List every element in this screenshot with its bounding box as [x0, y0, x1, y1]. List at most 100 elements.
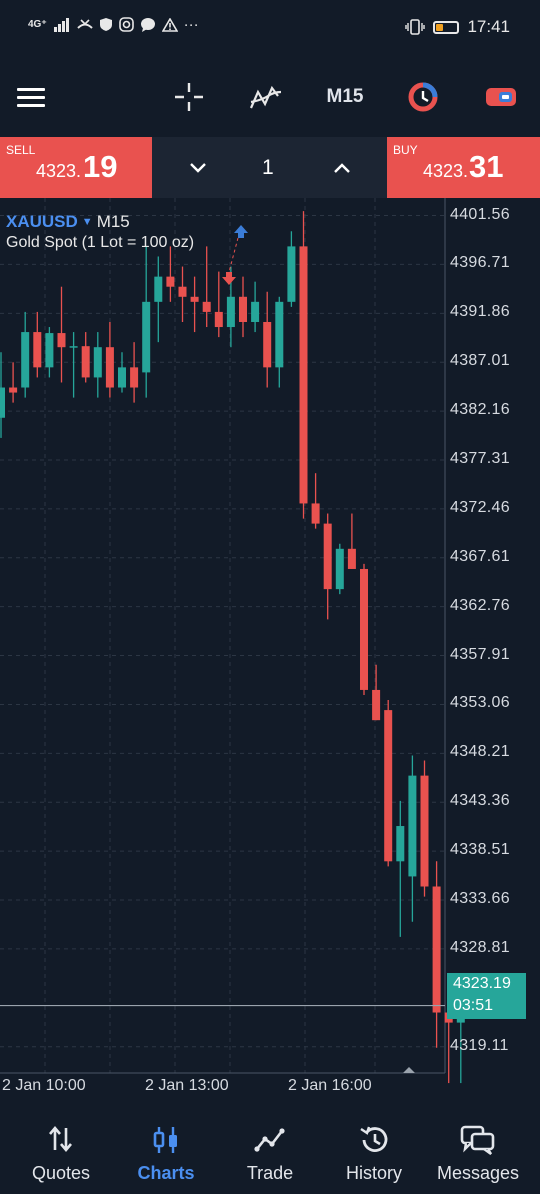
chart-symbol-header: XAUUSD ▼ M15 [6, 212, 130, 232]
nav-history[interactable]: History [320, 1108, 428, 1194]
nav-charts-label: Charts [137, 1163, 195, 1183]
nav-messages-label: Messages [436, 1163, 520, 1183]
buy-button[interactable]: BUY 4323. 31 [387, 137, 540, 198]
nav-charts[interactable]: Charts [112, 1108, 220, 1194]
one-click-trading-icon [408, 82, 438, 112]
candle-body [214, 311, 223, 328]
candle-body [93, 347, 102, 378]
buy-arrow-icon [234, 225, 248, 238]
candle-body [432, 886, 441, 1013]
candle-body [323, 523, 332, 590]
price-tick-label: 4391.86 [450, 303, 510, 321]
candle-body [251, 301, 260, 322]
candle-body [202, 301, 211, 312]
trade-toggle-icon [486, 88, 516, 106]
nav-quotes[interactable]: Quotes [7, 1108, 115, 1194]
candle-body [335, 548, 344, 590]
nav-quotes-label: Quotes [31, 1163, 91, 1183]
instagram-icon [118, 17, 134, 32]
price-tick-label: 4328.81 [450, 938, 510, 956]
price-tick-label: 4401.56 [450, 205, 510, 223]
symbol-name[interactable]: XAUUSD [6, 212, 78, 231]
decrease-lot-button[interactable] [178, 151, 218, 185]
candle-body [154, 276, 163, 302]
symbol-description: Gold Spot (1 Lot = 100 oz) [6, 234, 195, 251]
price-tick-label: 4343.36 [450, 792, 510, 810]
warning-icon [161, 17, 178, 32]
clock: 17:41 [467, 17, 510, 36]
timeframe-label: M15 [326, 86, 364, 107]
messages-icon [460, 1125, 495, 1155]
buy-label: BUY [393, 143, 418, 157]
indicators-button[interactable] [246, 58, 286, 136]
candle-body [81, 346, 90, 378]
crosshair-button[interactable] [170, 58, 208, 136]
current-price-value: 4323.19 [453, 975, 511, 992]
candle-body [105, 347, 114, 388]
candle-body [263, 321, 272, 368]
nav-messages[interactable]: Messages [424, 1108, 532, 1194]
nav-trade[interactable]: Trade [216, 1108, 324, 1194]
price-tick-label: 4396.71 [450, 254, 510, 272]
price-tick-label: 4319.11 [450, 1036, 509, 1054]
more-notifications-icon: ··· [183, 16, 199, 33]
candle-body [408, 775, 417, 877]
candle-body [311, 503, 320, 524]
indicators-icon [249, 85, 282, 109]
candle-body [226, 296, 235, 328]
trade-icon [254, 1128, 285, 1152]
price-tick-label: 4348.21 [450, 743, 510, 761]
buy-price-main: 4323. [423, 161, 469, 181]
vibrate-icon [405, 19, 426, 35]
charts-icon [153, 1127, 177, 1153]
candle-body [166, 276, 175, 287]
one-click-trading-button[interactable] [404, 58, 442, 136]
last-candle-marker [403, 1067, 415, 1073]
history-icon [360, 1126, 388, 1152]
sell-button[interactable]: SELL 4323. 19 [0, 137, 152, 198]
nav-trade-label: Trade [246, 1163, 294, 1183]
price-tick-label: 4377.31 [450, 449, 510, 467]
lot-size-value[interactable]: 1 [262, 156, 274, 179]
increase-lot-button[interactable] [322, 151, 362, 185]
price-tick-label: 4353.06 [450, 694, 510, 712]
chart-timeframe: M15 [96, 212, 130, 231]
candle-body [384, 710, 393, 862]
candle-body [118, 367, 126, 388]
candle-body [33, 332, 42, 368]
menu-button[interactable] [12, 58, 50, 136]
chat-bubble-icon [140, 18, 155, 32]
buy-price-pips: 31 [469, 149, 504, 184]
nav-history-label: History [345, 1163, 402, 1183]
trade-panel-toggle-button[interactable] [482, 58, 520, 136]
sell-price-pips: 19 [83, 149, 118, 184]
status-bar: 4G⁺ ··· 17:41 [0, 0, 540, 58]
candle-body [190, 296, 199, 302]
status-icons-right: 17:41 [405, 17, 510, 37]
price-tick-label: 4357.91 [450, 645, 510, 663]
candle-body [239, 296, 247, 322]
price-tick-label: 4333.66 [450, 890, 510, 908]
price-tick-label: 4338.51 [450, 841, 510, 859]
symbol-dropdown-icon[interactable]: ▼ [81, 216, 93, 228]
sell-label: SELL [6, 143, 36, 157]
time-tick-label: 2 Jan 10:00 [2, 1077, 86, 1094]
candle-body [142, 301, 151, 373]
crosshair-icon [175, 83, 203, 111]
quotes-icon [49, 1125, 72, 1153]
candle-body [0, 387, 5, 418]
sell-arrow-icon [222, 272, 236, 285]
status-icons-left: 4G⁺ ··· [28, 16, 199, 33]
candle-body [178, 286, 187, 297]
current-price-tag: 4323.19 03:51 [447, 973, 526, 1019]
chevron-down-icon [190, 163, 206, 173]
candle-body [360, 568, 368, 690]
candle-body [69, 346, 78, 348]
time-tick-label: 2 Jan 13:00 [145, 1077, 229, 1094]
candle-body [299, 246, 308, 504]
sell-price-main: 4323. [36, 161, 82, 181]
timeframe-button[interactable]: M15 [318, 58, 372, 136]
price-tick-label: 4367.61 [450, 547, 510, 565]
price-tick-label: 4362.76 [450, 596, 510, 614]
shield-icon [99, 18, 112, 31]
